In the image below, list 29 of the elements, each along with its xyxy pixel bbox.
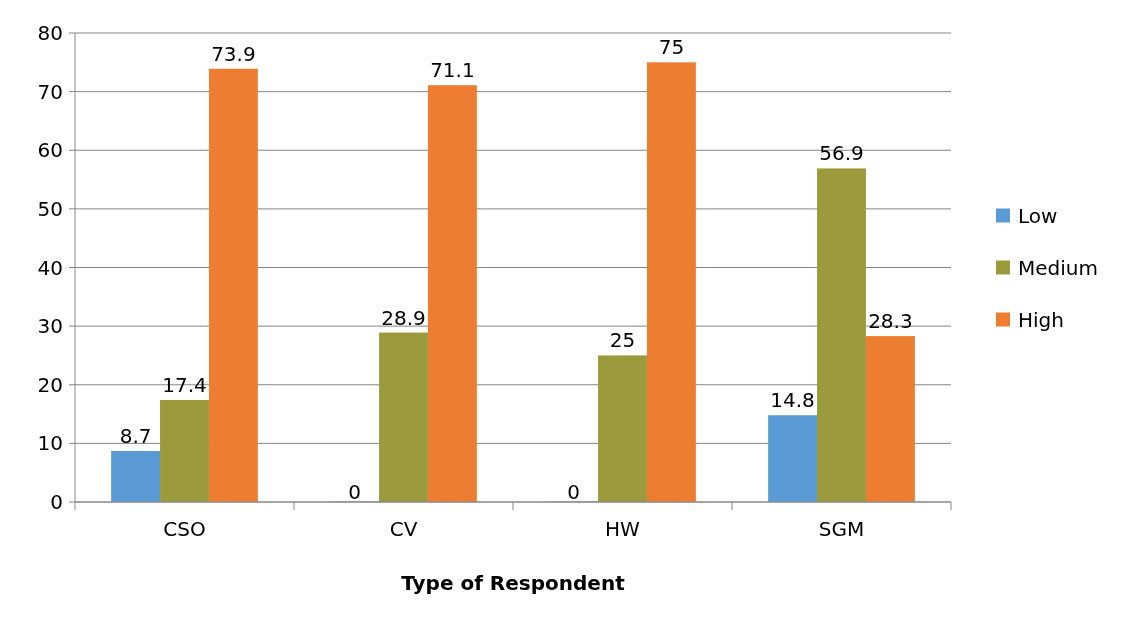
x-tick-label: HW [605,517,641,541]
data-label: 8.7 [119,424,152,448]
data-label: 28.9 [381,305,426,330]
legend-label: Low [1018,203,1058,228]
data-label: 75 [658,35,685,60]
data-label: 28.3 [868,309,913,334]
y-tick-label: 0 [50,490,63,514]
y-tick-label: 10 [37,431,63,456]
x-tick-label: SGM [818,517,865,541]
y-tick-label: 40 [37,255,63,280]
data-label: 0 [348,480,361,504]
data-label: 17.4 [162,372,207,397]
x-tick-label: CV [389,517,418,541]
y-tick-label: 70 [37,79,63,104]
legend-label: Medium [1018,255,1098,280]
y-tick-label: 30 [37,314,63,339]
legend-label: High [1018,307,1064,332]
data-label: 14.8 [770,388,815,413]
y-tick-label: 60 [37,138,63,163]
data-label: 0 [567,480,580,504]
data-label: 73.9 [211,41,256,66]
y-tick-label: 20 [37,372,63,397]
y-tick-label: 80 [37,21,63,45]
data-label: 71.1 [430,58,475,83]
data-label: 25 [609,328,636,353]
data-label: 56.9 [819,141,864,166]
y-tick-label: 50 [37,196,63,221]
x-tick-label: CSO [163,517,206,541]
x-axis-title: Type of Respondent [401,571,626,595]
